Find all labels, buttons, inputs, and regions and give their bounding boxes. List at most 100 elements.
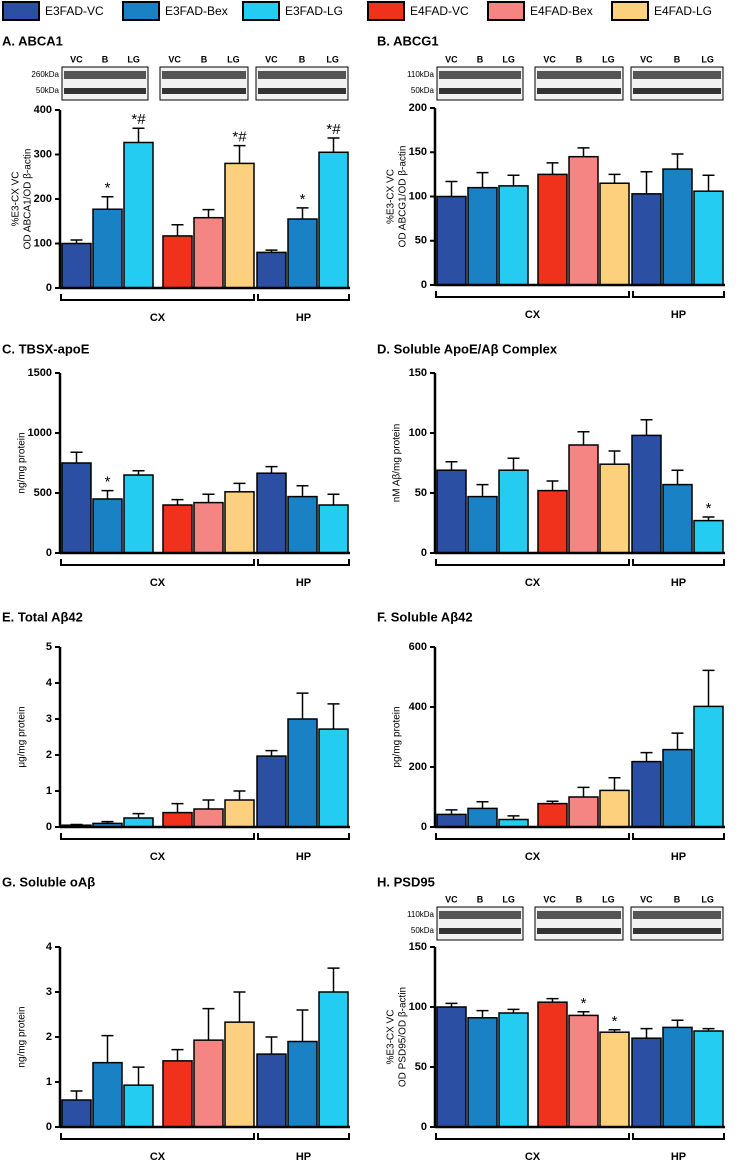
bar — [467, 1017, 498, 1128]
marker-label: 260kDa — [31, 70, 59, 79]
blot-band — [64, 71, 146, 79]
y-tick-label: 200 — [409, 761, 427, 773]
y-tick-label: 3 — [46, 986, 52, 998]
bar — [193, 808, 224, 828]
y-tick-label: 1 — [46, 1076, 52, 1088]
lane-label: LG — [127, 54, 140, 64]
blot-band — [439, 88, 521, 94]
bar — [61, 462, 92, 554]
group-label: CX — [150, 1151, 166, 1163]
lane-label: B — [576, 54, 583, 64]
y-tick-label: 2 — [46, 1031, 52, 1043]
y-axis-label: nM Aβ/mg protein — [392, 424, 403, 503]
y-tick-label: 150 — [409, 146, 427, 158]
error-bar — [265, 465, 278, 474]
legend-label: E3FAD-Bex — [165, 4, 228, 18]
lane-label: B — [674, 54, 681, 64]
lane-label: VC — [445, 54, 458, 64]
group-bracket — [257, 833, 350, 840]
chart-title: E. Total Aβ42 — [2, 609, 83, 624]
lane-label: VC — [543, 54, 556, 64]
y-tick-label: 0 — [421, 1121, 427, 1133]
bar — [256, 755, 287, 828]
legend-swatch — [122, 1, 160, 21]
error-bar — [608, 450, 621, 465]
group-label: HP — [296, 312, 311, 324]
error-bar — [476, 801, 489, 809]
error-bar — [577, 147, 590, 157]
error-bar — [202, 799, 215, 809]
y-tick-label: 0 — [46, 282, 52, 294]
error-bar — [132, 812, 145, 818]
error-bar — [132, 1066, 145, 1086]
bar — [693, 705, 724, 828]
y-tick-label: 100 — [409, 190, 427, 202]
bar — [498, 469, 529, 554]
bar — [599, 463, 630, 554]
bar — [287, 718, 318, 828]
bar — [318, 151, 349, 289]
blot-band — [439, 928, 521, 934]
bar — [467, 807, 498, 828]
bar — [568, 444, 599, 554]
lane-label: LG — [701, 54, 714, 64]
error-bar — [671, 153, 684, 170]
error-bar — [476, 1009, 489, 1018]
error-bar — [101, 196, 114, 210]
group-label: CX — [525, 577, 541, 589]
bar — [162, 504, 193, 554]
bar — [193, 1039, 224, 1128]
error-bar — [327, 137, 340, 153]
y-tick-label: 4 — [46, 677, 53, 689]
error-bar — [202, 1007, 215, 1041]
bar — [123, 1084, 154, 1128]
lane-label: VC — [70, 54, 83, 64]
y-tick-label: 50 — [415, 1061, 427, 1073]
y-axis-label: ng/mg protein — [17, 1006, 28, 1067]
error-bar — [546, 162, 559, 175]
error-bar — [101, 820, 114, 824]
y-axis-label: %E3-CX VC — [11, 171, 22, 226]
bar — [537, 489, 568, 554]
error-bar — [265, 249, 278, 253]
blot-band — [258, 71, 346, 79]
error-bar — [640, 170, 653, 194]
marker-label: 50kDa — [411, 926, 435, 935]
lane-label: B — [477, 894, 484, 904]
bar — [498, 1012, 529, 1128]
group-bracket — [60, 294, 255, 301]
group-label: HP — [296, 851, 311, 863]
bar — [662, 483, 693, 554]
blot-band — [633, 71, 721, 79]
chart-title: D. Soluble ApoE/Aβ Complex — [377, 341, 558, 356]
marker-label: 110kDa — [407, 70, 435, 79]
y-tick-label: 0 — [46, 547, 52, 559]
bar — [568, 155, 599, 286]
blot-band — [633, 911, 721, 919]
error-bar — [70, 451, 83, 463]
y-tick-label: 50 — [415, 487, 427, 499]
bar — [61, 1099, 92, 1128]
y-tick-label: 5 — [46, 641, 52, 653]
y-tick-label: 300 — [34, 148, 52, 160]
bar — [224, 1021, 255, 1128]
blot-band — [537, 88, 621, 94]
error-bar — [202, 493, 215, 503]
group-bracket — [257, 559, 350, 566]
bar — [318, 504, 349, 554]
error-bar — [445, 809, 458, 815]
group-bracket — [632, 291, 725, 298]
legend-label: E4FAD-VC — [410, 4, 469, 18]
y-axis-label: OD ABCA1/OD β-actin — [23, 149, 34, 250]
y-tick-label: 500 — [34, 487, 52, 499]
error-bar — [640, 419, 653, 436]
lane-label: B — [102, 54, 109, 64]
lane-label: B — [299, 54, 306, 64]
lane-label: LG — [602, 894, 615, 904]
chart-title: G. Soluble oAβ — [2, 874, 95, 889]
y-tick-label: 150 — [409, 941, 427, 953]
error-bar — [577, 431, 590, 445]
group-label: HP — [296, 577, 311, 589]
lane-label: VC — [543, 894, 556, 904]
